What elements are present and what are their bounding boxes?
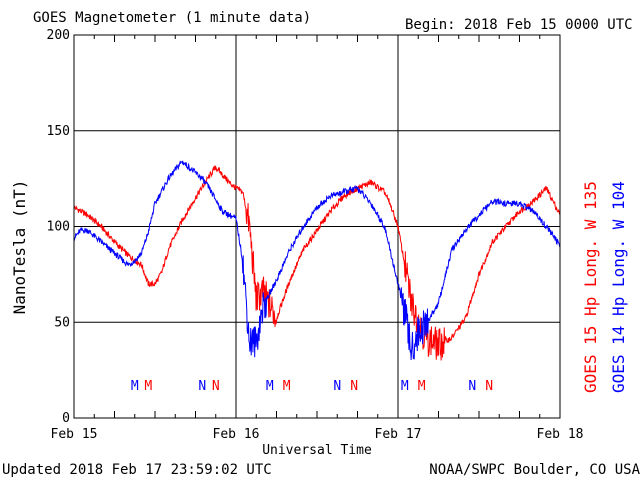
series-line-goes15 [73,165,561,361]
updated-time: Updated 2018 Feb 17 23:59:02 UTC [2,462,272,478]
midnight-marker: M [144,379,152,394]
y-tick-label: 50 [54,315,70,330]
legend-goes14: GOES 14 Hp Long. W 104 [609,181,628,393]
x-axis-label: Universal Time [262,443,372,458]
x-tick-label: Feb 17 [375,427,422,442]
midnight-marker: M [131,379,139,394]
noon-marker: N [198,379,206,394]
midnight-marker: M [418,379,426,394]
midnight-marker: M [401,379,409,394]
y-axis-label: NanoTesla (nT) [10,180,29,315]
credit-text: NOAA/SWPC Boulder, CO USA [429,462,640,478]
noon-marker: N [212,379,220,394]
y-tick-label: 100 [47,220,70,235]
y-tick-labels: 0 50 100 150 200 [47,28,70,426]
x-tick-labels: Feb 15 Feb 16 Feb 17 Feb 18 [51,427,584,442]
grid [73,35,561,418]
y-tick-label: 200 [47,28,70,43]
plot-frame [73,34,561,419]
series-line-goes14 [73,160,561,361]
legend-goes15: GOES 15 Hp Long. W 135 [581,181,600,393]
noon-marker: N [485,379,493,394]
chart-title: GOES Magnetometer (1 minute data) [33,10,311,26]
noon-marker: N [350,379,358,394]
series-lines [73,160,561,361]
x-tick-label: Feb 18 [537,427,584,442]
x-tick-label: Feb 15 [51,427,98,442]
begin-time: Begin: 2018 Feb 15 0000 UTC [405,17,633,33]
noon-marker: N [468,379,476,394]
y-tick-label: 0 [62,411,70,426]
noon-marker: N [333,379,341,394]
midnight-marker: M [266,379,274,394]
midnight-marker: M [283,379,291,394]
x-tick-label: Feb 16 [213,427,260,442]
y-tick-label: 150 [47,124,70,139]
